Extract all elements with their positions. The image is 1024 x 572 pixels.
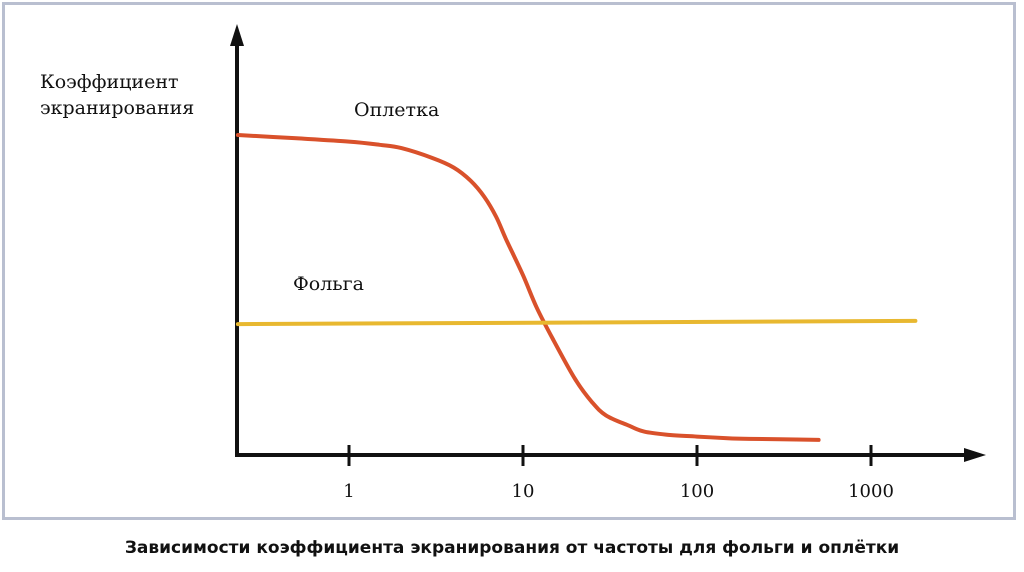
y-axis-label-line-1: Коэффициент	[40, 71, 179, 93]
figure-caption: Зависимости коэффициента экранирования о…	[124, 538, 900, 558]
x-tick-label: 1	[343, 481, 354, 502]
chart: Коэффициент экранирования 1 10 100 1000 Опл…	[40, 24, 986, 502]
series-label-folga: Фольга	[293, 273, 364, 295]
series-line-opletka	[235, 133, 821, 442]
y-axis-arrow	[230, 24, 244, 46]
x-axis-arrow	[964, 448, 986, 462]
x-ticks: 1 10 100 1000	[343, 445, 894, 502]
x-tick-label: 1000	[848, 481, 894, 502]
y-axis-label-line-2: экранирования	[40, 97, 194, 119]
chart-frame	[2, 2, 1016, 520]
series-group	[235, 133, 918, 442]
x-tick-label: 10	[512, 481, 535, 502]
series-line-folga	[235, 318, 918, 327]
x-tick-label: 100	[680, 481, 714, 502]
series-label-opletka: Оплетка	[354, 99, 439, 121]
